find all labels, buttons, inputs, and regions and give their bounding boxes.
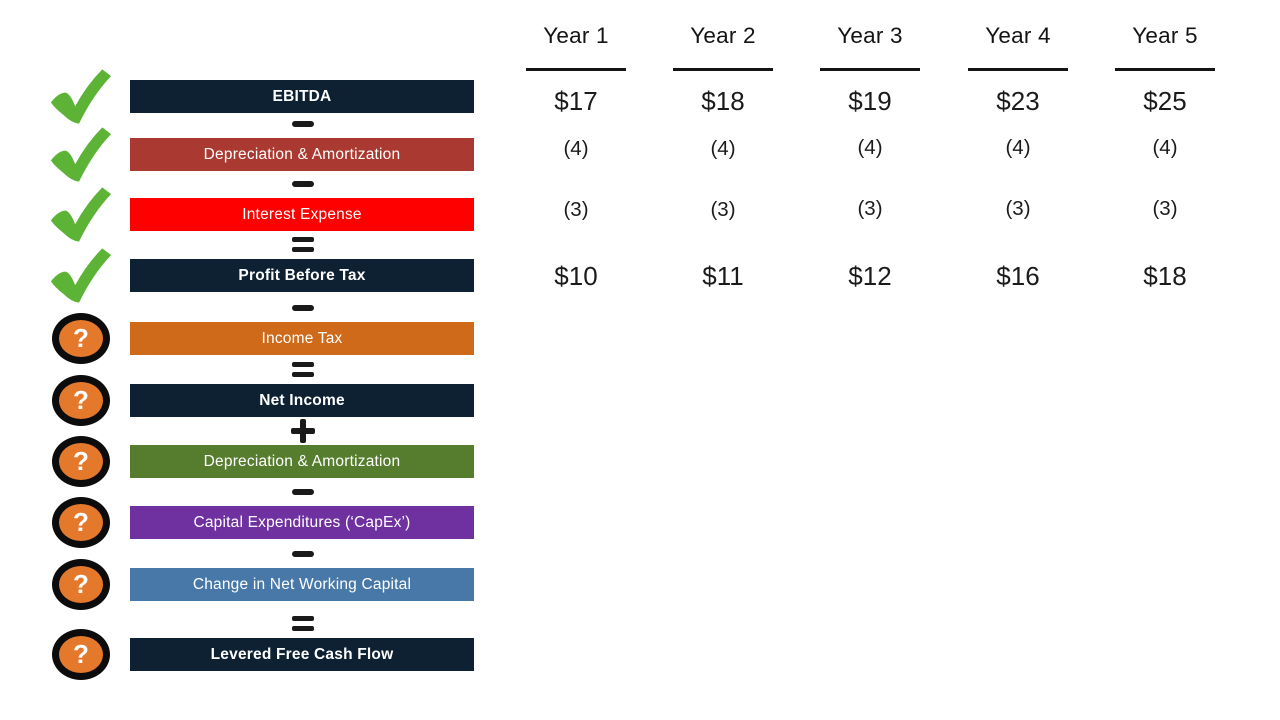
check-icon (50, 69, 112, 124)
minus-operator-icon (290, 111, 316, 137)
table-cell-pbt-y4: $16 (996, 261, 1040, 291)
bar-label: Levered Free Cash Flow (210, 645, 394, 663)
flow-bar-net-working-capital: Change in Net Working Capital (130, 568, 474, 601)
question-icon: ? (52, 559, 110, 610)
row-capex: ? Capital Expenditures (‘CapEx’) (0, 489, 1280, 548)
column-header-year2: Year 2 (690, 23, 756, 48)
bar-label: Interest Expense (242, 205, 362, 223)
column-header-year1: Year 1 (543, 23, 609, 48)
bar-label: Capital Expenditures (‘CapEx’) (193, 513, 411, 531)
question-icon: ? (52, 436, 110, 487)
bar-label: EBITDA (272, 87, 332, 105)
bar-label: Income Tax (261, 329, 343, 347)
table-cell-da-y1: (4) (563, 137, 589, 160)
column-header-year4: Year 4 (985, 23, 1051, 48)
question-glyph: ? (73, 568, 89, 599)
column-underline (526, 68, 626, 71)
equals-operator-icon (290, 611, 316, 637)
table-cell-pbt-y2: $11 (702, 261, 744, 291)
row-net-working-capital: ? Change in Net Working Capital (0, 551, 1280, 610)
question-icon: ? (52, 629, 110, 680)
table-cell-ebitda-y1: $17 (554, 86, 598, 116)
question-glyph: ? (73, 638, 89, 669)
question-glyph: ? (73, 506, 89, 537)
flow-bar-net-income: Net Income (130, 384, 474, 417)
row-profit-before-tax: Profit Before Tax (0, 237, 1280, 303)
column-header-year3: Year 3 (837, 23, 903, 48)
flow-bar-interest-expense: Interest Expense (130, 198, 474, 231)
row-income-tax: ? Income Tax (0, 305, 1280, 364)
flow-bar-levered-fcf: Levered Free Cash Flow (130, 638, 474, 671)
question-glyph: ? (73, 384, 89, 415)
flow-bar-income-tax: Income Tax (130, 322, 474, 355)
column-underline (820, 68, 920, 71)
table-cell-pbt-y5: $18 (1143, 261, 1187, 291)
row-interest-expense: Interest Expense (0, 181, 1280, 242)
row-net-income: ? Net Income (0, 362, 1280, 426)
bar-label: Net Income (259, 391, 345, 409)
bar-label: Depreciation & Amortization (203, 145, 401, 163)
table-cell-interest-y2: (3) (710, 198, 736, 221)
bar-label: Change in Net Working Capital (192, 575, 412, 593)
table-cell-da-y5: (4) (1152, 136, 1178, 159)
column-underline (1115, 68, 1215, 71)
table-cell-pbt-y3: $12 (848, 261, 892, 291)
column-header-year5: Year 5 (1132, 23, 1198, 48)
check-icon (50, 248, 112, 303)
question-glyph: ? (73, 445, 89, 476)
row-ebitda: EBITDA (0, 69, 1280, 124)
flow-bar-depreciation-addback: Depreciation & Amortization (130, 445, 474, 478)
table-cell-interest-y1: (3) (563, 198, 589, 221)
equals-operator-icon (290, 232, 316, 258)
flow-bar-profit-before-tax: Profit Before Tax (130, 259, 474, 292)
flow-bar-depreciation: Depreciation & Amortization (130, 138, 474, 171)
minus-operator-icon (290, 295, 316, 321)
table-cell-interest-y4: (3) (1005, 197, 1031, 220)
flow-bar-capex: Capital Expenditures (‘CapEx’) (130, 506, 474, 539)
table-cell-ebitda-y2: $18 (701, 86, 745, 116)
row-depreciation-amortization: Depreciation & Amortization (0, 121, 1280, 182)
bar-label: Depreciation & Amortization (203, 452, 401, 470)
table-cell-ebitda-y4: $23 (996, 86, 1040, 116)
table-cell-interest-y5: (3) (1152, 197, 1178, 220)
minus-operator-icon (290, 479, 316, 505)
column-underline (673, 68, 773, 71)
question-icon: ? (52, 497, 110, 548)
check-icon (50, 127, 112, 182)
table-cell-da-y3: (4) (857, 136, 883, 159)
row-depreciation-addback: ? Depreciation & Amortization (0, 419, 1280, 487)
table-cell-interest-y3: (3) (857, 197, 883, 220)
question-icon: ? (52, 313, 110, 364)
table-cell-ebitda-y3: $19 (848, 86, 892, 116)
flow-bar-ebitda: EBITDA (130, 80, 474, 113)
equals-operator-icon (290, 357, 316, 383)
question-glyph: ? (73, 322, 89, 353)
column-underline (968, 68, 1068, 71)
minus-operator-icon (290, 171, 316, 197)
question-icon: ? (52, 375, 110, 426)
row-levered-free-cash-flow: ? Levered Free Cash Flow (0, 616, 1280, 680)
table-cell-da-y2: (4) (710, 137, 736, 160)
table-cell-pbt-y1: $10 (554, 261, 598, 291)
minus-operator-icon (290, 541, 316, 567)
plus-operator-icon (290, 418, 316, 444)
table-cell-ebitda-y5: $25 (1143, 86, 1187, 116)
check-icon (50, 187, 112, 242)
table-cell-da-y4: (4) (1005, 136, 1031, 159)
bar-label: Profit Before Tax (238, 266, 366, 284)
